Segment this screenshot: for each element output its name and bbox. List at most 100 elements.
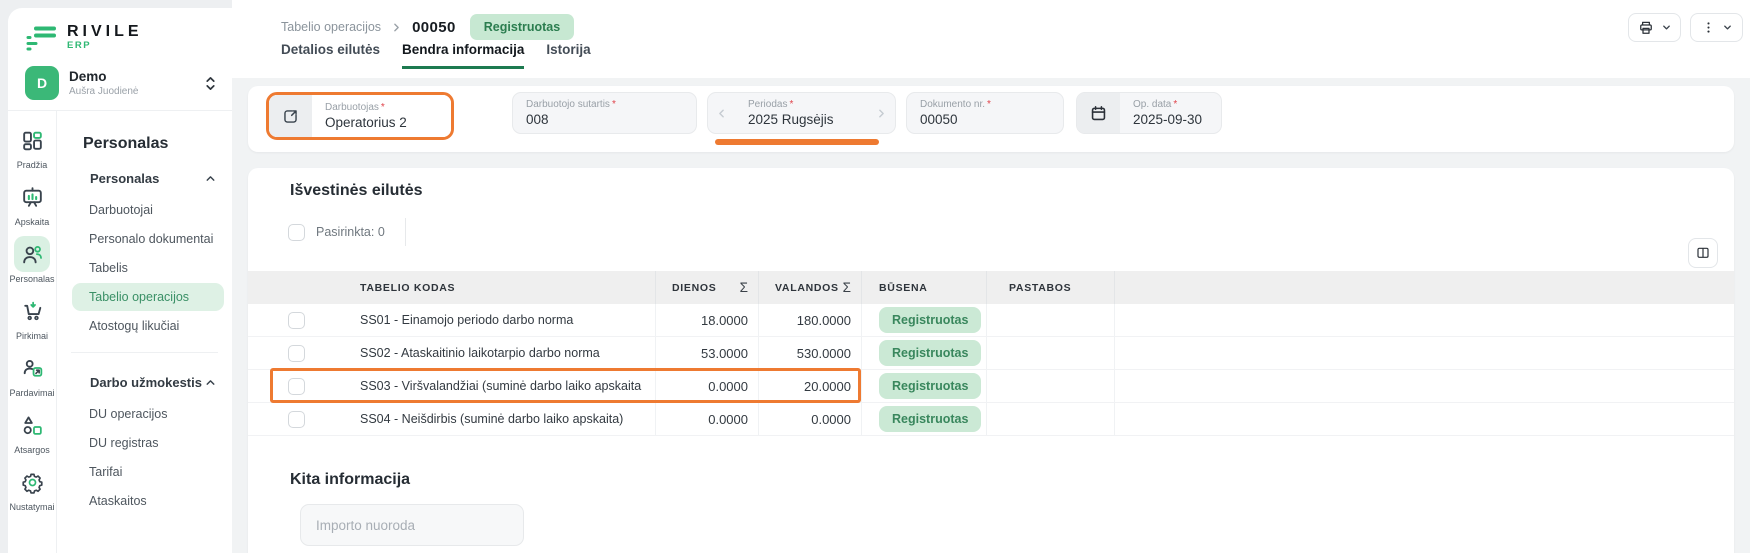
- rail-item-pardavimai[interactable]: Pardavimai: [8, 350, 57, 398]
- tab-detalios-eilutes[interactable]: Detalios eilutės: [281, 42, 381, 57]
- header-busena[interactable]: BŪSENA: [862, 271, 987, 304]
- rail-item-pradzia[interactable]: Pradžia: [8, 122, 57, 170]
- sidebar-item-tarifai[interactable]: Tarifai: [89, 465, 123, 479]
- field-dokumento-nr[interactable]: Dokumento nr. * 00050: [906, 92, 1064, 134]
- sidebar-item-atostogu-likuciai[interactable]: Atostogų likučiai: [89, 319, 180, 333]
- table-header-row: TABELIO KODAS DIENOS Σ VALANDOS Σ BŪSENA…: [248, 271, 1734, 304]
- avatar: D: [25, 66, 59, 100]
- chevron-down-icon: [1661, 22, 1672, 33]
- section-header-darbo-uzmokestis[interactable]: Darbo užmokestis: [57, 365, 232, 400]
- table-row-ss02[interactable]: SS02 - Ataskaitinio laikotarpio darbo no…: [248, 337, 1734, 370]
- breadcrumb: Tabelio operacijos 00050 Registruotas: [281, 0, 1750, 40]
- header-tabelio-kodas[interactable]: TABELIO KODAS: [338, 271, 656, 304]
- row-checkbox[interactable]: [288, 377, 305, 395]
- cell-pastabos: [987, 304, 1115, 336]
- user-name: Demo: [69, 69, 107, 84]
- field-op-data[interactable]: Op. data * 2025-09-30: [1076, 92, 1222, 134]
- header-valandos[interactable]: VALANDOS Σ: [759, 271, 862, 304]
- row-status-badge: Registruotas: [879, 373, 982, 399]
- calendar-icon: [1089, 104, 1108, 123]
- sidebar-item-du-operacijos[interactable]: DU operacijos: [89, 407, 168, 421]
- sidebar-item-personalo-dokumentai[interactable]: Personalo dokumentai: [89, 232, 214, 246]
- derived-rows-table: TABELIO KODAS DIENOS Σ VALANDOS Σ BŪSENA…: [248, 271, 1734, 436]
- field-darbuotojo-sutartis[interactable]: Darbuotojo sutartis * 008: [512, 92, 697, 134]
- tab-bendra-informacija[interactable]: Bendra informacija: [402, 42, 525, 69]
- header-dienos[interactable]: DIENOS Σ: [656, 271, 759, 304]
- sidebar-item-ataskaitos[interactable]: Ataskaitos: [89, 494, 147, 508]
- field-dokumento-nr-value: 00050: [920, 111, 958, 127]
- account-switcher[interactable]: D Demo Aušra Juodienė: [8, 52, 232, 100]
- table-row-ss03[interactable]: SS03 - Viršvalandžiai (suminė darbo laik…: [248, 368, 1734, 403]
- logo-mark-icon: [25, 23, 58, 52]
- tab-istorija[interactable]: Istorija: [546, 42, 591, 57]
- printer-icon: [1637, 19, 1655, 37]
- rail-item-atsargos[interactable]: Atsargos: [8, 407, 57, 455]
- rail-item-apskaita[interactable]: Apskaita: [8, 179, 57, 227]
- main-area: Tabelio operacijos 00050 Registruotas De…: [232, 0, 1750, 553]
- field-periodas[interactable]: Periodas * 2025 Rugsėjis: [707, 92, 896, 145]
- shapes-icon: [14, 407, 50, 443]
- cart-icon: [14, 293, 50, 329]
- rail-item-nustatymai[interactable]: Nustatymai: [8, 464, 57, 512]
- sidebar-item-darbuotojai[interactable]: Darbuotojai: [89, 203, 153, 217]
- breadcrumb-current: 00050: [412, 18, 456, 36]
- more-actions-button[interactable]: [1690, 13, 1743, 42]
- chevrons-updown-icon: [203, 73, 218, 94]
- row-status-badge: Registruotas: [879, 340, 982, 366]
- header-filler: [1115, 271, 1734, 304]
- field-darbuotojas[interactable]: Darbuotojas * Operatorius 2: [269, 95, 451, 137]
- cell-tabelio-kodas: SS01 - Einamojo periodo darbo norma: [338, 304, 656, 336]
- header-checkbox-col: [248, 271, 338, 304]
- sum-sigma-valandos[interactable]: Σ: [842, 280, 851, 295]
- app-logo[interactable]: RIVILE ERP: [8, 8, 232, 52]
- general-info-form: Darbuotojas * Operatorius 2 Darbuotojo su…: [248, 86, 1734, 152]
- table-row-ss01[interactable]: SS01 - Einamojo periodo darbo norma 18.0…: [248, 304, 1734, 337]
- cell-valandos: 180.0000: [759, 304, 862, 336]
- annotation-box-darbuotojas: Darbuotojas * Operatorius 2: [266, 92, 454, 140]
- breadcrumb-parent[interactable]: Tabelio operacijos: [281, 20, 382, 34]
- sidebar-header: RIVILE ERP D Demo Aušra Juodienė: [8, 8, 232, 110]
- sidebar-item-du-registras[interactable]: DU registras: [89, 436, 159, 450]
- tab-bar: Detalios eilutės Bendra informacija Isto…: [281, 42, 1750, 69]
- table-row-ss04[interactable]: SS04 - Neišdirbis (suminė darbo laiko ap…: [248, 403, 1734, 436]
- section-header-personalas[interactable]: Personalas: [57, 161, 232, 196]
- period-next-button[interactable]: [868, 93, 895, 133]
- rail-item-pirkimai[interactable]: Pirkimai: [8, 293, 57, 341]
- selected-count-label: Pasirinkta: 0: [316, 225, 385, 239]
- chevron-up-icon: [204, 172, 217, 185]
- sidebar: RIVILE ERP D Demo Aušra Juodienė Pradžia: [8, 8, 232, 553]
- row-checkbox[interactable]: [288, 311, 305, 329]
- cell-valandos: 0.0000: [759, 403, 862, 435]
- status-badge: Registruotas: [469, 14, 575, 40]
- sum-sigma-dienos[interactable]: Σ: [739, 280, 748, 295]
- header-pastabos[interactable]: PASTABOS: [987, 271, 1115, 304]
- sidebar-item-tabelio-operacijos[interactable]: Tabelio operacijos: [72, 283, 224, 311]
- row-checkbox[interactable]: [288, 344, 305, 362]
- period-prev-button[interactable]: [708, 93, 735, 133]
- chevron-left-icon: [715, 107, 728, 120]
- select-all-checkbox[interactable]: [288, 223, 305, 241]
- cell-valandos: 530.0000: [759, 337, 862, 369]
- external-link-icon: [281, 107, 300, 126]
- cell-tabelio-kodas: SS04 - Neišdirbis (suminė darbo laiko ap…: [338, 403, 656, 435]
- columns-icon: [1695, 245, 1711, 261]
- import-link-input[interactable]: [300, 504, 524, 546]
- column-settings-button[interactable]: [1688, 238, 1718, 268]
- field-periodas-value: 2025 Rugsėjis: [748, 111, 834, 127]
- field-sutartis-value: 008: [526, 111, 549, 127]
- annotation-underline-periodas: [715, 139, 879, 145]
- rail-item-personalas[interactable]: Personalas: [8, 236, 57, 284]
- chevron-right-icon: [390, 21, 403, 34]
- sidebar-item-tabelis[interactable]: Tabelis: [89, 261, 128, 275]
- field-op-data-value: 2025-09-30: [1133, 111, 1203, 127]
- required-mark: *: [987, 98, 991, 110]
- row-status-badge: Registruotas: [879, 406, 982, 432]
- required-mark: *: [380, 101, 385, 113]
- row-checkbox[interactable]: [288, 410, 305, 428]
- row-status-badge: Registruotas: [879, 307, 982, 333]
- table-toolbar: Pasirinkta: 0: [248, 217, 1734, 247]
- print-button[interactable]: [1628, 13, 1681, 42]
- chevron-right-icon: [875, 107, 888, 120]
- cell-tabelio-kodas: SS02 - Ataskaitinio laikotarpio darbo no…: [338, 337, 656, 369]
- toolbar-divider: [404, 218, 406, 246]
